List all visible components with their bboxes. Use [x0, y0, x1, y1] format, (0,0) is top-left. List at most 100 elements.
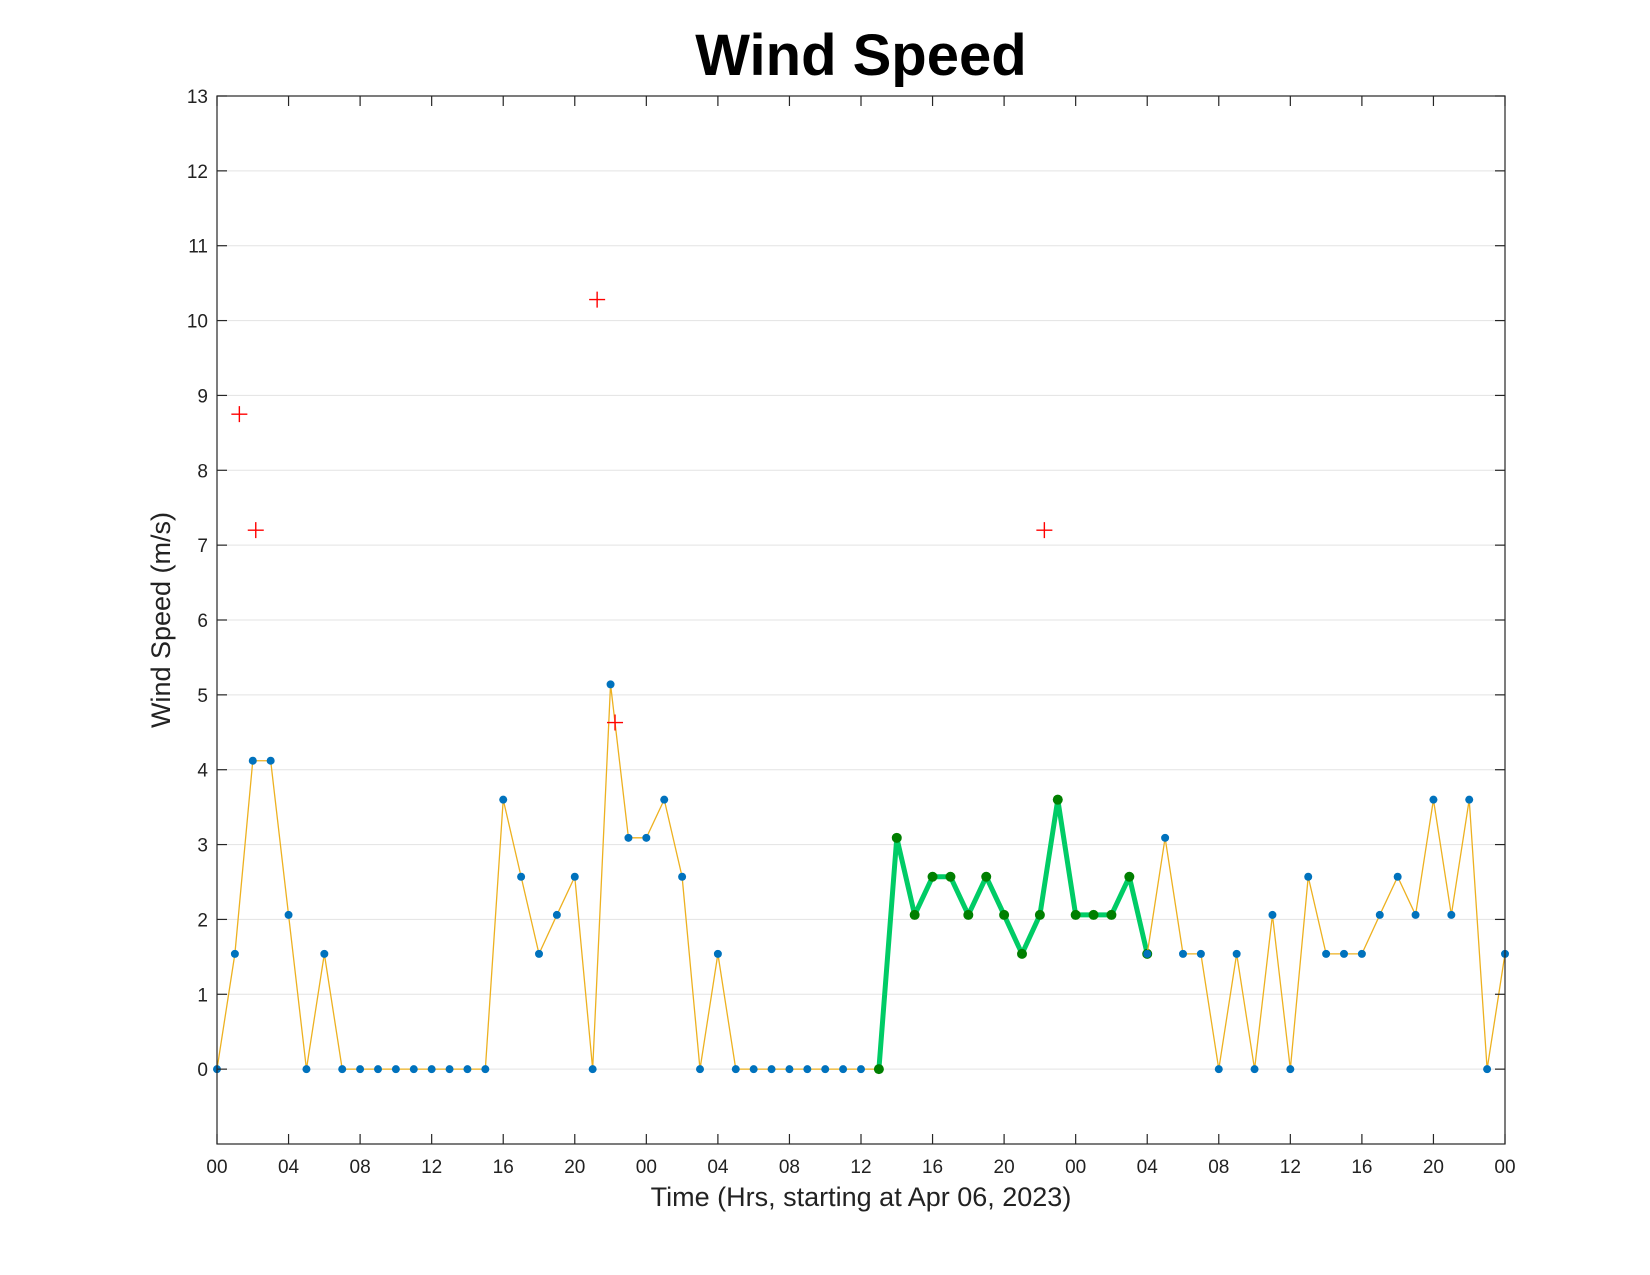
x-tick-label: 08: [779, 1157, 800, 1178]
data-point: [1196, 949, 1205, 958]
x-tick-label: 20: [564, 1157, 585, 1178]
data-point: [642, 833, 651, 842]
data-point: [1250, 1065, 1259, 1074]
data-point: [1143, 949, 1152, 958]
data-point: [1322, 949, 1331, 958]
data-point: [320, 949, 329, 958]
data-point: [1429, 795, 1438, 804]
series-2: [873, 794, 1153, 1075]
data-point: [284, 910, 293, 919]
x-tick-label: 00: [1065, 1157, 1086, 1178]
data-point: [803, 1065, 812, 1074]
data-point: [552, 910, 561, 919]
data-point: [606, 680, 615, 689]
data-point: [767, 1065, 776, 1074]
data-point: [891, 832, 902, 843]
outlier-marker: [1036, 522, 1053, 539]
data-point: [463, 1065, 472, 1074]
x-tick-label: 16: [922, 1157, 943, 1178]
outlier-marker: [231, 406, 248, 423]
x-tick-label: 00: [1494, 1157, 1515, 1178]
data-point: [927, 871, 938, 882]
x-tick-label: 12: [1280, 1157, 1301, 1178]
x-tick-label: 16: [1351, 1157, 1372, 1178]
data-point: [1179, 949, 1187, 958]
data-point: [338, 1065, 347, 1074]
data-point: [1411, 910, 1420, 919]
data-point: [1375, 910, 1384, 919]
data-point: [499, 795, 508, 804]
data-point: [713, 949, 722, 958]
data-point: [749, 1065, 758, 1074]
y-tick-label: 9: [197, 386, 208, 407]
x-tick-label: 08: [350, 1157, 371, 1178]
data-point: [857, 1065, 865, 1074]
tick-marks: [216, 95, 1506, 1144]
data-point: [839, 1065, 848, 1074]
data-point: [821, 1065, 830, 1074]
y-tick-label: 1: [197, 985, 208, 1006]
data-point: [356, 1065, 365, 1074]
data-point: [696, 1065, 704, 1074]
data-point: [230, 949, 239, 958]
y-tick-label: 0: [197, 1060, 208, 1081]
data-point: [1034, 909, 1045, 920]
data-point: [1161, 833, 1170, 842]
data-point: [1232, 949, 1241, 958]
y-tick-label: 11: [188, 237, 208, 258]
x-tick-label: 08: [1208, 1157, 1229, 1178]
y-tick-label: 6: [197, 611, 208, 632]
data-point: [1106, 909, 1117, 920]
y-axis-label: Wind Speed (m/s): [146, 512, 176, 728]
data-point: [909, 909, 920, 920]
series-4: [231, 291, 1053, 731]
y-tick-label: 2: [197, 910, 208, 931]
data-point: [391, 1065, 400, 1074]
data-point: [302, 1065, 311, 1074]
y-grid: [217, 95, 1505, 1070]
x-tick-label: 20: [1423, 1157, 1444, 1178]
data-point: [1304, 872, 1313, 881]
outlier-marker: [589, 291, 606, 308]
y-tick-label: 8: [197, 461, 208, 482]
x-tick-label: 00: [636, 1157, 657, 1178]
y-tick-label: 3: [197, 836, 208, 857]
outlier-marker: [247, 522, 264, 539]
data-point: [1465, 795, 1474, 804]
data-point: [678, 872, 687, 881]
series-line: [876, 797, 1150, 1070]
data-point: [1052, 794, 1063, 805]
x-tick-label: 20: [994, 1157, 1015, 1178]
y-tick-label: 10: [187, 312, 208, 333]
x-tick-label: 12: [850, 1157, 871, 1178]
outlier-marker: [607, 714, 624, 731]
x-tick-label: 04: [707, 1157, 729, 1178]
data-point: [945, 871, 956, 882]
x-tick-label: 04: [278, 1157, 300, 1178]
x-tick-label: 04: [1137, 1157, 1159, 1178]
data-point: [445, 1065, 454, 1074]
series-3: [1143, 795, 1509, 1074]
data-point: [999, 909, 1010, 920]
data-point: [588, 1065, 597, 1074]
data-point: [1017, 948, 1027, 959]
data-point: [481, 1065, 490, 1074]
x-tick-label: 12: [421, 1157, 442, 1178]
data-point: [248, 756, 257, 765]
y-tick-label: 4: [197, 761, 208, 782]
series-layer: [213, 291, 1509, 1075]
data-point: [409, 1065, 418, 1074]
data-point: [1214, 1065, 1223, 1074]
data-point: [1070, 909, 1081, 920]
data-point: [1268, 910, 1277, 919]
x-tick-labels: 00 04 08 12 16 20 00 04 08 12 16 20 00 04 08 12 16 20 00: [206, 1157, 1515, 1178]
data-point: [535, 949, 543, 958]
data-point: [1357, 949, 1366, 958]
data-point: [427, 1065, 436, 1074]
data-point: [517, 872, 526, 881]
data-point: [660, 795, 669, 804]
x-tick-label: 00: [206, 1157, 227, 1178]
data-point: [873, 1064, 884, 1075]
data-point: [374, 1065, 382, 1074]
